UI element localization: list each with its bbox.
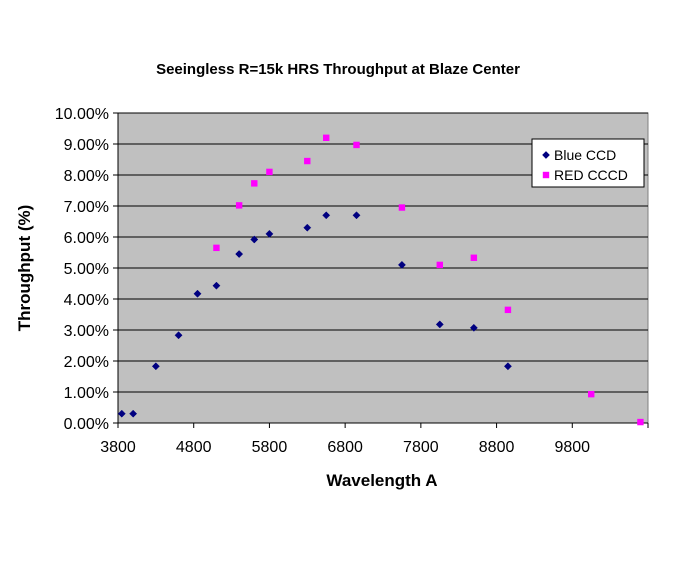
data-point xyxy=(397,260,406,269)
y-tick-label: 7.00% xyxy=(64,199,109,216)
data-point xyxy=(322,211,331,220)
data-point xyxy=(469,323,478,332)
data-markers xyxy=(117,134,644,426)
y-tick-label: 5.00% xyxy=(64,261,109,278)
data-point xyxy=(129,409,138,418)
data-point xyxy=(435,320,444,329)
gridlines xyxy=(118,112,648,393)
x-tick-label: 9800 xyxy=(554,439,590,456)
chart-title: Seeingless R=15k HRS Throughput at Blaze… xyxy=(156,61,520,78)
data-point xyxy=(117,409,126,418)
legend-box xyxy=(531,138,645,188)
x-tick-label: 8800 xyxy=(479,439,515,456)
y-tick-label: 10.00% xyxy=(55,106,109,123)
series-0 xyxy=(117,211,512,418)
legend-items: Blue CCD RED CCCD xyxy=(542,147,628,183)
data-point xyxy=(436,261,443,269)
y-tick-label: 4.00% xyxy=(64,292,109,309)
data-point xyxy=(250,235,259,244)
data-point xyxy=(503,362,512,371)
data-point xyxy=(151,362,160,371)
x-tick-label: 3800 xyxy=(100,439,136,456)
series-1 xyxy=(213,134,644,426)
data-point xyxy=(353,141,360,149)
y-tick-label: 8.00% xyxy=(64,168,109,185)
y-tick-label: 1.00% xyxy=(64,385,109,402)
data-point xyxy=(352,211,361,220)
y-tick-label: 0.00% xyxy=(64,416,109,433)
y-axis-title: Throughput (%) xyxy=(15,205,34,332)
data-point xyxy=(304,157,311,165)
data-point xyxy=(193,289,202,298)
data-point xyxy=(265,229,274,238)
x-axis-title: Wavelength A xyxy=(326,471,437,490)
data-point xyxy=(323,134,330,141)
legend-marker xyxy=(542,151,550,159)
data-point xyxy=(266,168,273,176)
y-tick-label: 2.00% xyxy=(64,354,109,371)
axis-ticks: 0.00% 1.00% 2.00% 3.00% 4.00% 5.00% 6.00% 7.00%… xyxy=(55,106,649,456)
legend: Blue CCD RED CCCD xyxy=(531,138,645,188)
data-point xyxy=(637,418,644,426)
legend-marker xyxy=(542,171,550,179)
x-tick-label: 4800 xyxy=(176,439,212,456)
data-point xyxy=(588,390,595,398)
data-point xyxy=(235,202,243,209)
legend-label: Blue CCD xyxy=(554,147,616,163)
y-tick-label: 3.00% xyxy=(64,323,109,340)
data-point xyxy=(398,204,406,211)
y-tick-label: 9.00% xyxy=(64,137,109,154)
x-tick-label: 7800 xyxy=(403,439,439,456)
x-tick-label: 6800 xyxy=(327,439,363,456)
y-tick-label: 6.00% xyxy=(64,230,109,247)
data-point xyxy=(504,306,512,314)
data-point xyxy=(470,254,478,261)
data-point xyxy=(251,180,258,187)
data-point xyxy=(174,331,183,340)
data-point xyxy=(212,281,221,290)
data-point xyxy=(213,244,220,252)
x-tick-label: 5800 xyxy=(252,439,288,456)
data-point xyxy=(303,223,312,232)
data-point xyxy=(235,250,244,259)
legend-label: RED CCCD xyxy=(554,167,628,183)
